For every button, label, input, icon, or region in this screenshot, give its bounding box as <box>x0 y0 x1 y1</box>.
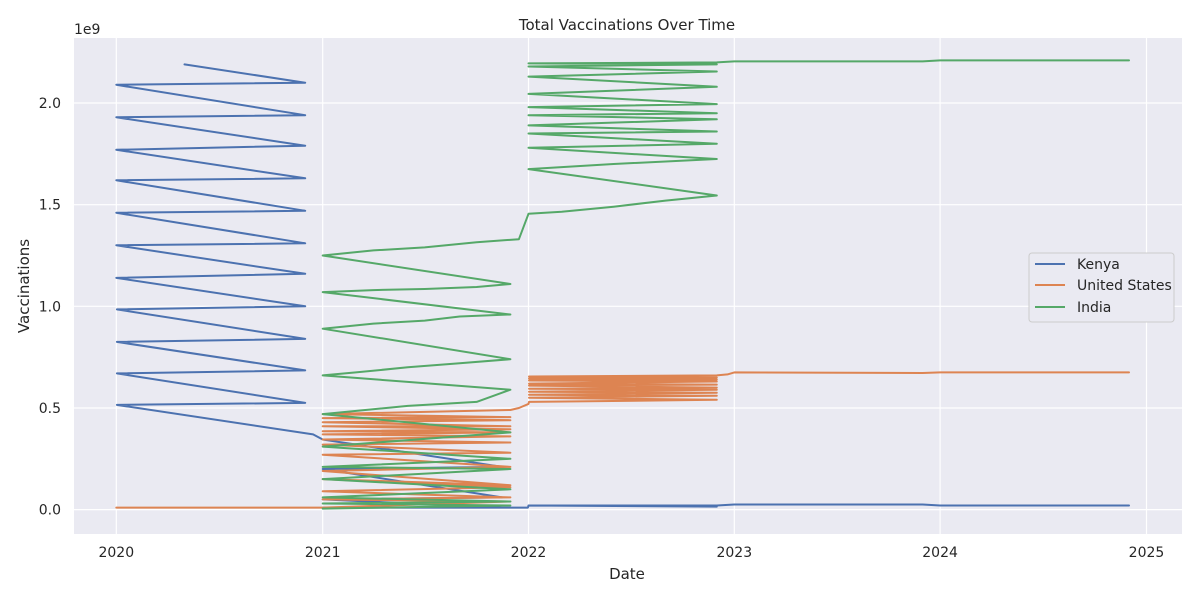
series-lines <box>115 59 1130 510</box>
legend: Kenya United States India <box>1028 252 1175 323</box>
x-tick-label: 2024 <box>922 545 958 561</box>
plot-background <box>74 38 1182 534</box>
series-line-kenya <box>115 63 1130 509</box>
chart-title: Total Vaccinations Over Time <box>518 16 735 34</box>
x-tick-label: 2020 <box>98 545 134 561</box>
legend-label-kenya: Kenya <box>1077 257 1120 273</box>
y-offset-label: 1e9 <box>74 22 100 38</box>
y-tick-label: 1.5 <box>39 198 61 214</box>
x-tick-label: 2023 <box>716 545 752 561</box>
legend-box <box>1028 252 1175 323</box>
y-tick-label: 2.0 <box>39 96 61 112</box>
y-tick-label: 0.5 <box>39 401 61 417</box>
x-axis-title: Date <box>609 565 645 583</box>
y-axis-title: Vaccinations <box>15 239 33 333</box>
x-tick-label: 2025 <box>1129 545 1165 561</box>
tick-labels: 2020 2021 2022 2023 2024 2025 0.0 0.5 1.0 1.5 2.0 <box>39 96 1165 561</box>
x-tick-label: 2021 <box>305 545 341 561</box>
legend-label-united-states: United States <box>1077 278 1172 294</box>
legend-label-india: India <box>1077 300 1111 316</box>
series-line-india <box>321 59 1130 510</box>
x-tick-label: 2022 <box>511 545 547 561</box>
y-tick-label: 0.0 <box>39 503 61 519</box>
y-tick-label: 1.0 <box>39 299 61 315</box>
